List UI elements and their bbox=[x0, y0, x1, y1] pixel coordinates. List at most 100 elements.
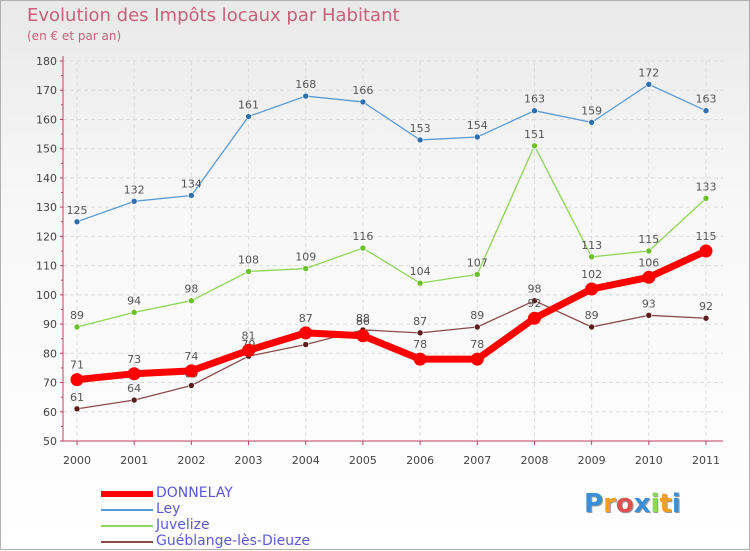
data-point-gueblange-les-dieuze bbox=[588, 323, 595, 331]
data-point-ley bbox=[245, 113, 252, 120]
data-label-donnelay: 86 bbox=[356, 315, 370, 328]
y-tick-label: 120 bbox=[36, 230, 57, 243]
data-point-juvelize bbox=[416, 279, 424, 287]
data-point-gueblange-les-dieuze bbox=[645, 312, 653, 319]
data-label-gueblange-les-dieuze: 64 bbox=[127, 382, 141, 395]
data-point-juvelize bbox=[359, 244, 367, 252]
x-tick-label: 2009 bbox=[578, 454, 606, 467]
y-tick-label: 180 bbox=[36, 55, 57, 68]
data-point-ley bbox=[473, 133, 481, 141]
data-point-juvelize bbox=[645, 247, 653, 255]
data-point-donnelay bbox=[470, 352, 484, 366]
legend-label: DONNELAY bbox=[156, 485, 233, 501]
legend-label: Juvelize bbox=[156, 517, 210, 533]
data-label-ley: 166 bbox=[352, 84, 373, 97]
data-point-gueblange-les-dieuze bbox=[531, 297, 538, 304]
data-point-gueblange-les-dieuze bbox=[188, 382, 195, 389]
data-label-juvelize: 109 bbox=[295, 251, 316, 264]
x-tick-label: 2003 bbox=[235, 454, 263, 467]
data-point-juvelize bbox=[73, 323, 81, 331]
data-label-juvelize: 94 bbox=[127, 294, 141, 307]
data-label-gueblange-les-dieuze: 87 bbox=[413, 315, 427, 328]
data-label-ley: 163 bbox=[524, 93, 545, 106]
data-label-juvelize: 115 bbox=[638, 233, 659, 246]
data-point-ley bbox=[130, 198, 138, 205]
legend-label: Guéblange-lès-Dieuze bbox=[156, 533, 311, 549]
data-label-gueblange-les-dieuze: 89 bbox=[470, 309, 484, 322]
data-label-donnelay: 115 bbox=[696, 230, 717, 243]
data-label-gueblange-les-dieuze: 93 bbox=[642, 297, 656, 310]
x-tick-label: 2006 bbox=[406, 454, 434, 467]
logo-letter: x bbox=[633, 489, 651, 519]
data-point-donnelay bbox=[184, 364, 198, 378]
y-tick-label: 60 bbox=[43, 406, 57, 419]
data-label-juvelize: 133 bbox=[696, 180, 717, 193]
data-label-ley: 125 bbox=[67, 204, 88, 217]
x-tick-label: 2004 bbox=[292, 454, 320, 467]
data-point-ley bbox=[702, 107, 710, 114]
series-line-juvelize bbox=[76, 145, 707, 328]
data-label-gueblange-les-dieuze: 88 bbox=[356, 312, 370, 325]
data-point-juvelize bbox=[245, 268, 252, 275]
chart-title: Evolution des Impôts locaux par Habitant bbox=[27, 5, 400, 26]
data-point-ley bbox=[531, 107, 538, 114]
logo-letter: i bbox=[671, 489, 681, 519]
legend-swatch-gueblange bbox=[101, 541, 153, 543]
data-label-juvelize: 108 bbox=[238, 253, 259, 266]
logo-letter: P bbox=[584, 489, 604, 519]
data-label-ley: 159 bbox=[581, 104, 602, 117]
data-point-donnelay bbox=[356, 329, 370, 343]
data-point-gueblange-les-dieuze bbox=[302, 341, 310, 348]
data-point-gueblange-les-dieuze bbox=[702, 314, 710, 322]
data-point-gueblange-les-dieuze bbox=[130, 396, 138, 404]
data-point-gueblange-les-dieuze bbox=[473, 323, 481, 331]
data-label-gueblange-les-dieuze: 61 bbox=[70, 391, 84, 404]
data-label-donnelay: 92 bbox=[527, 297, 541, 310]
series-line-ley bbox=[76, 83, 707, 223]
data-label-juvelize: 89 bbox=[70, 309, 84, 322]
x-tick-label: 2002 bbox=[177, 454, 205, 467]
data-point-ley bbox=[416, 136, 424, 144]
data-label-ley: 132 bbox=[124, 183, 145, 196]
x-tick-label: 2010 bbox=[635, 454, 663, 467]
data-point-ley bbox=[302, 92, 310, 100]
data-point-juvelize bbox=[302, 265, 310, 272]
data-label-ley: 153 bbox=[410, 122, 431, 135]
logo-letter: o bbox=[615, 489, 634, 519]
data-label-gueblange-les-dieuze: 89 bbox=[585, 309, 599, 322]
data-point-ley bbox=[73, 218, 81, 226]
series-line-gueblange-les-dieuze bbox=[76, 300, 707, 410]
x-tick-label: 2005 bbox=[349, 454, 377, 467]
logo-letter: i bbox=[650, 489, 660, 519]
data-label-gueblange-les-dieuze: 98 bbox=[527, 283, 541, 296]
data-point-juvelize bbox=[702, 195, 710, 202]
data-point-ley bbox=[588, 119, 595, 126]
data-label-donnelay: 87 bbox=[299, 312, 313, 325]
data-label-juvelize: 104 bbox=[410, 265, 431, 278]
y-tick-label: 130 bbox=[36, 201, 57, 214]
proxiti-logo: Proxiti bbox=[584, 489, 681, 519]
y-tick-label: 160 bbox=[36, 113, 57, 126]
data-label-gueblange-les-dieuze: 92 bbox=[699, 300, 713, 313]
data-label-ley: 154 bbox=[467, 119, 488, 132]
y-tick-label: 110 bbox=[36, 260, 57, 273]
y-tick-label: 90 bbox=[43, 318, 57, 331]
x-tick-label: 2007 bbox=[463, 454, 491, 467]
data-label-donnelay: 74 bbox=[184, 350, 198, 363]
data-label-juvelize: 113 bbox=[581, 239, 602, 252]
data-point-juvelize bbox=[473, 271, 481, 278]
data-point-donnelay bbox=[527, 311, 541, 325]
y-tick-label: 150 bbox=[36, 143, 57, 156]
x-tick-label: 2001 bbox=[120, 454, 148, 467]
legend-label: Ley bbox=[156, 501, 181, 517]
data-label-donnelay: 106 bbox=[638, 256, 659, 269]
data-label-donnelay: 71 bbox=[70, 359, 84, 372]
data-label-juvelize: 98 bbox=[184, 283, 198, 296]
data-label-juvelize: 116 bbox=[352, 230, 373, 243]
chart-subtitle: (en € et par an) bbox=[27, 29, 122, 43]
data-label-ley: 163 bbox=[696, 93, 717, 106]
logo-letter: t bbox=[659, 489, 672, 519]
y-tick-label: 50 bbox=[43, 435, 57, 448]
data-point-donnelay bbox=[127, 367, 141, 381]
